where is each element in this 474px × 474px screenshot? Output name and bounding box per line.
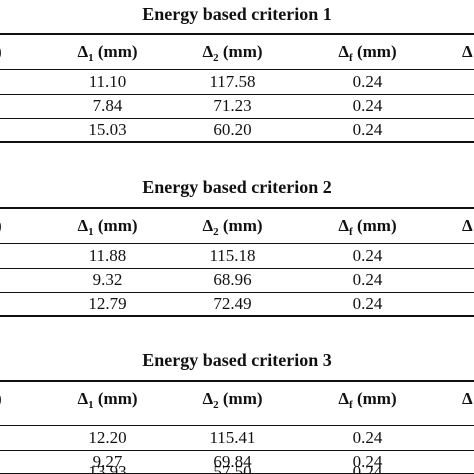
table-cell: 15.03 [88,120,127,139]
truncated-header-left: ) [0,389,2,409]
header-rule [0,69,474,70]
table-cell: 115.41 [209,428,256,447]
table-cell: 60.20 [213,120,252,139]
header-delta-f: Δf (mm) [338,216,397,238]
table-title: Energy based criterion 3 [142,350,332,370]
bottom-rule [0,315,474,317]
table-cell: 0.24 [352,294,383,313]
bottom-rule [0,141,474,143]
header-delta-1: Δ1 (mm) [77,389,138,411]
truncated-header-left: ) [0,42,2,62]
header-delta-f: Δf (mm) [338,42,397,64]
row-rule [0,450,474,451]
table-cell: 69.84 [213,452,252,471]
table-cell: 0.24 [352,428,383,447]
table-cell: 9.32 [92,270,123,289]
truncated-header-right: Δ [462,216,473,235]
table-cell: 0.24 [352,72,383,91]
table-cell: 0.24 [352,452,383,471]
table-cell: 0.24 [352,270,383,289]
header-rule [0,425,474,426]
table-cell: 0.24 [352,462,383,474]
table-cell: 11.88 [88,246,127,265]
header-delta-1: Δ1 (mm) [77,216,138,238]
table-title: Energy based criterion 2 [142,177,332,197]
table-cell: 68.96 [213,270,252,289]
table-cell: 115.18 [209,246,256,265]
table-cell: 0.24 [352,120,383,139]
header-delta-2: Δ2 (mm) [202,42,263,64]
row-rule [0,94,474,95]
header-delta-f: Δf (mm) [338,389,397,411]
table-cell: 12.79 [88,294,127,313]
row-rule [0,118,474,119]
truncated-header-right: Δ [462,389,473,408]
table-cell: 0.24 [352,96,383,115]
row-rule [0,292,474,293]
header-delta-2: Δ2 (mm) [202,389,263,411]
header-delta-2: Δ2 (mm) [202,216,263,238]
header-delta-1: Δ1 (mm) [77,42,138,64]
table-title: Energy based criterion 1 [142,4,332,24]
table-cell: 9.27 [92,452,123,471]
table-cell: 72.49 [213,294,252,313]
truncated-header-left: ) [0,216,2,236]
table-cell: 57.50 [213,462,252,474]
top-rule [0,380,474,382]
table-cell: 11.10 [88,72,127,91]
top-rule [0,33,474,35]
table-cell: 12.20 [88,428,127,447]
truncated-header-right: Δ [462,42,473,61]
table-cell: 71.23 [213,96,252,115]
header-rule [0,243,474,244]
table-cell: 13.93 [88,462,127,474]
table-cell: 7.84 [92,96,123,115]
row-rule [0,268,474,269]
top-rule [0,207,474,209]
table-cell: 0.24 [352,246,383,265]
table-cell: 117.58 [209,72,256,91]
